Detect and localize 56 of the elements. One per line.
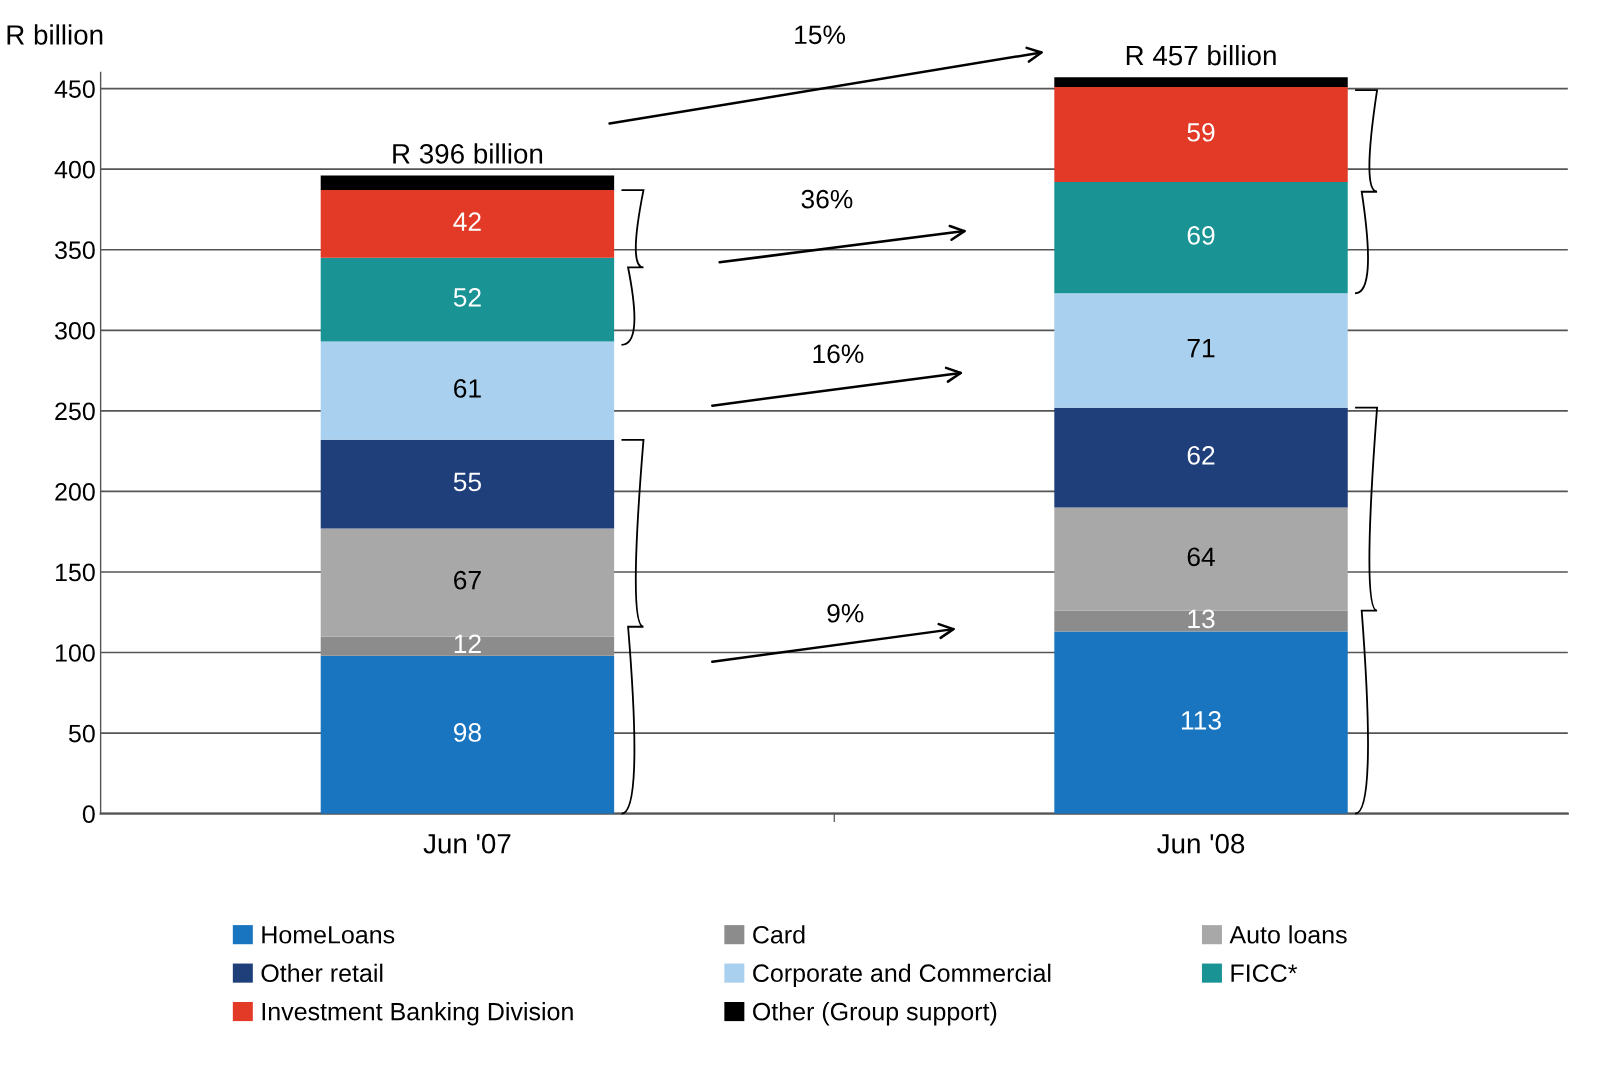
y-tick-label: 150 (55, 563, 95, 582)
text: 15% (795, 25, 846, 45)
bar (1054, 77, 1348, 87)
bar (320, 257, 615, 342)
y-tick-label: 450 (54, 80, 95, 98)
data-label: 67 (454, 570, 481, 590)
data-label: 13 (1188, 609, 1215, 629)
bar (1054, 182, 1348, 294)
data-label: 52 (453, 288, 481, 307)
bar (1054, 631, 1348, 814)
bar (320, 175, 615, 191)
bar (1054, 87, 1348, 183)
bar (1054, 610, 1348, 632)
y-tick-label: 0 (82, 805, 95, 823)
data-label: 55 (453, 472, 481, 492)
total-label: R 396 billion (393, 143, 543, 164)
legend-label: Auto loans (1229, 925, 1347, 944)
annotation: 16% (813, 344, 864, 364)
bar (1054, 507, 1348, 611)
data-label: 12 (454, 634, 481, 653)
bar (320, 636, 615, 656)
data-label: 42 (453, 212, 481, 231)
y-tick-label: 250 (55, 402, 95, 421)
data-label: 59 (1187, 122, 1215, 142)
data-label: 64 (1187, 547, 1215, 567)
legend-label: HomeLoans (262, 926, 395, 944)
legend-label: Investment Banking Division (262, 1002, 573, 1026)
bar (320, 190, 615, 258)
x-tick-label: Jun '08 (1157, 833, 1245, 854)
bar (320, 655, 615, 814)
legend-label: Other retail (261, 963, 383, 983)
annotation: 36% (801, 189, 853, 209)
bar (320, 439, 615, 529)
bar (1054, 407, 1348, 508)
data-label: 69 (1187, 226, 1215, 245)
data-label: 98 (453, 723, 481, 742)
y-tick-label: 350 (55, 241, 95, 260)
bar (1054, 293, 1348, 408)
data-label: 113 (1181, 711, 1221, 730)
y-tick-label: 300 (55, 321, 95, 340)
y-tick-label: 50 (68, 724, 95, 743)
y-axis-title: R billion (7, 24, 103, 45)
total-label: R 457 billion (1126, 44, 1276, 66)
x-tick-label: Jun '07 (423, 833, 511, 854)
y-tick-label: 400 (54, 160, 95, 179)
annotation: 9% (827, 603, 864, 623)
legend-label: Corporate and Commercial (753, 963, 1051, 987)
data-label: 61 (454, 379, 481, 398)
bar (320, 341, 615, 440)
y-tick-label: 100 (55, 644, 95, 662)
y-tick-label: 200 (55, 483, 95, 501)
legend-label: FICC* (1231, 964, 1298, 983)
legend-label: Other (Group support) (753, 1002, 997, 1026)
data-label: 71 (1187, 339, 1215, 358)
data-label: 62 (1187, 445, 1215, 465)
legend-label: Card (753, 925, 805, 944)
